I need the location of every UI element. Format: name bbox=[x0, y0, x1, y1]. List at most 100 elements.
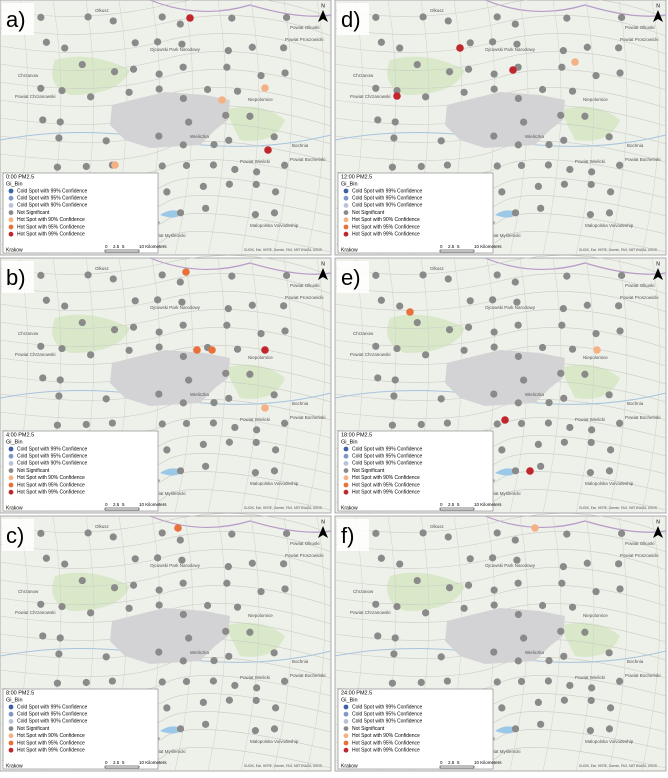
station-dot bbox=[520, 376, 528, 384]
station-dot bbox=[443, 419, 451, 427]
hot-spot-dot bbox=[193, 346, 201, 354]
station-dot bbox=[53, 163, 62, 171]
station-dot bbox=[566, 423, 574, 432]
legend-box bbox=[2, 430, 159, 512]
legend-entry: Hot Spot with 99% Confidence bbox=[352, 232, 420, 238]
legend-entry: Cold Spot with 95% Confidence bbox=[17, 712, 88, 718]
place-label: Powiat Bocheński bbox=[625, 673, 661, 678]
place-label: Olkusz bbox=[95, 266, 110, 271]
station-dot bbox=[224, 563, 232, 571]
station-dot bbox=[110, 326, 119, 334]
legend-swatch bbox=[343, 461, 349, 466]
panel-label: e) bbox=[341, 265, 361, 290]
station-dot bbox=[511, 278, 519, 286]
station-dot bbox=[39, 116, 47, 124]
road bbox=[273, 257, 293, 514]
place-label: Wieliczka bbox=[525, 134, 544, 139]
station-dot bbox=[257, 72, 265, 80]
station-dot bbox=[280, 44, 288, 52]
station-dot bbox=[558, 579, 566, 587]
north-arrow bbox=[318, 526, 328, 538]
station-dot bbox=[225, 696, 234, 704]
station-dot bbox=[372, 600, 380, 608]
place-label: Powiat Proszowicki bbox=[620, 553, 659, 558]
road bbox=[608, 257, 628, 514]
station-dot bbox=[511, 536, 519, 544]
station-dot bbox=[396, 560, 404, 568]
panel-label-bg bbox=[337, 519, 369, 551]
station-dot bbox=[87, 93, 95, 101]
station-dot bbox=[225, 180, 234, 188]
station-dot bbox=[534, 698, 542, 707]
legend-entry: Cold Spot with 99% Confidence bbox=[352, 704, 423, 710]
lake bbox=[495, 726, 517, 734]
station-dot bbox=[58, 86, 66, 95]
map-panel: Olkusz Powiat Olkuski Ojcowski Park Narodo… bbox=[334, 0, 667, 256]
station-dot bbox=[617, 271, 626, 280]
place-label: Ojcowski Park Narodowy bbox=[150, 47, 201, 52]
station-dot bbox=[616, 677, 624, 685]
station-dot bbox=[129, 65, 138, 73]
station-dot bbox=[281, 419, 289, 427]
hot-spot-dot bbox=[218, 96, 226, 104]
station-dot bbox=[185, 634, 193, 642]
station-dot bbox=[82, 162, 90, 171]
station-dot bbox=[131, 297, 139, 305]
station-dot bbox=[566, 165, 574, 174]
road bbox=[334, 549, 667, 571]
legend-entry: Cold Spot with 90% Confidence bbox=[17, 203, 88, 209]
park-area bbox=[387, 56, 465, 95]
hot-spot-dot bbox=[531, 524, 539, 532]
station-dot bbox=[154, 554, 162, 562]
station-dot bbox=[203, 85, 212, 94]
legend-swatch bbox=[343, 711, 349, 717]
legend-swatch bbox=[8, 747, 14, 753]
attribution: GUGiK, Esri, HERE, Garmin, FAO, METI/NAS… bbox=[579, 248, 657, 252]
station-dot bbox=[233, 87, 242, 95]
station-dot bbox=[280, 560, 288, 568]
place-label: Wieliczka bbox=[525, 392, 544, 397]
place-label: Powiat Olkuski bbox=[290, 283, 320, 288]
station-dot bbox=[58, 602, 66, 611]
station-dot bbox=[182, 677, 191, 686]
station-dot bbox=[419, 271, 427, 279]
place-label: Malopolska Voivodeship bbox=[585, 739, 634, 744]
station-dot bbox=[37, 529, 45, 537]
station-dot bbox=[422, 609, 430, 617]
place-label: Bochnia bbox=[627, 659, 644, 664]
park-area bbox=[387, 314, 465, 353]
legend-swatch bbox=[8, 489, 14, 495]
station-dot bbox=[253, 426, 261, 434]
station-dot bbox=[125, 88, 133, 96]
place-label: Powiat Wielicki bbox=[240, 675, 270, 680]
hot-spot-dot bbox=[456, 44, 464, 52]
station-dot bbox=[271, 446, 280, 454]
station-dot bbox=[271, 704, 280, 712]
legend-swatch bbox=[343, 468, 349, 473]
station-dot bbox=[606, 704, 615, 712]
north-label: N bbox=[321, 3, 325, 9]
place-label: Ojcowski Park Narodowy bbox=[485, 305, 536, 310]
station-dot bbox=[417, 162, 425, 171]
attribution: GUGiK, Esri, HERE, Garmin, FAO, METI/NAS… bbox=[244, 248, 322, 252]
station-dot bbox=[377, 296, 385, 304]
station-dot bbox=[372, 84, 380, 92]
scale-bar bbox=[104, 249, 140, 253]
station-dot bbox=[586, 727, 594, 735]
road bbox=[0, 567, 332, 589]
road bbox=[0, 549, 332, 571]
station-dot bbox=[223, 321, 231, 329]
station-dot bbox=[246, 370, 254, 378]
legend-swatch bbox=[8, 733, 14, 739]
legend-title: Gi_Bin bbox=[341, 181, 358, 187]
city-area bbox=[110, 608, 230, 664]
station-dot bbox=[55, 650, 63, 658]
legend-heading: 4:00 PM2.5 bbox=[6, 432, 34, 438]
road bbox=[334, 33, 667, 55]
legend-swatch bbox=[8, 482, 14, 488]
legend-swatch bbox=[343, 217, 349, 223]
place-label: Powiat Wielicki bbox=[575, 159, 605, 164]
station-dot bbox=[513, 40, 521, 48]
station-dot bbox=[534, 182, 542, 191]
station-dot bbox=[374, 374, 382, 382]
